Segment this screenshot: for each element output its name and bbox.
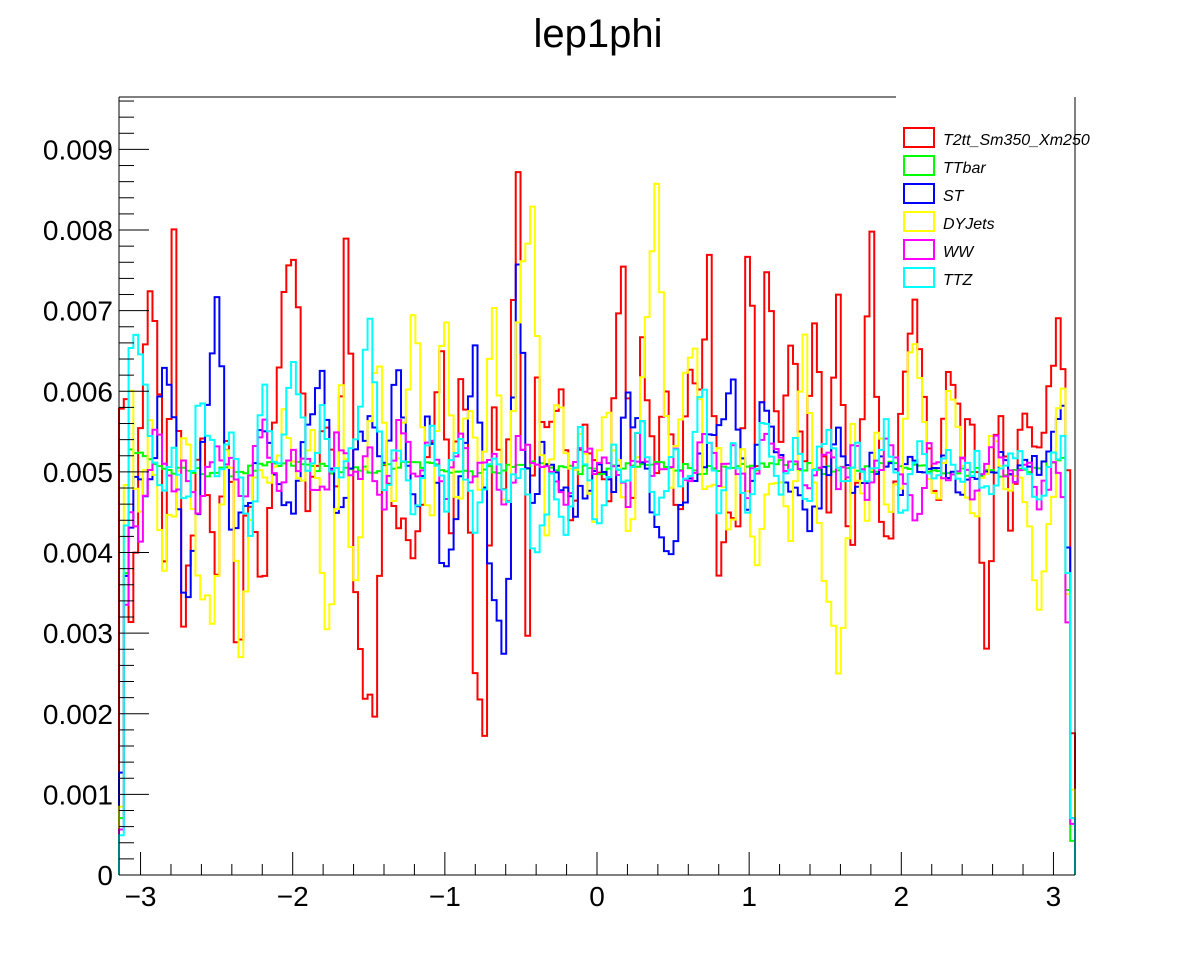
- series-line-dyjets: [118, 182, 1076, 875]
- x-tick-label: −3: [125, 881, 157, 912]
- legend-label-st: ST: [943, 188, 965, 205]
- x-tick-label: 0: [589, 881, 605, 912]
- legend-swatch-t2tt-sm350-xm250: [903, 127, 935, 148]
- series-layer: [118, 171, 1076, 875]
- y-tick-label: 0.005: [43, 457, 113, 488]
- y-tick-label: 0.006: [43, 376, 113, 407]
- x-tick-label: −2: [277, 881, 309, 912]
- x-tick-label: 3: [1046, 881, 1062, 912]
- x-tick-label: 2: [894, 881, 910, 912]
- legend-label-ww: WW: [943, 244, 975, 261]
- legend-swatch-ttbar: [903, 155, 935, 176]
- y-axis: 0 0.001 0.002 0.003 0.004 0.005 0.006 0.007 0.00…: [43, 100, 149, 891]
- legend-swatch-ww: [903, 239, 935, 260]
- y-tick-label: 0.009: [43, 134, 113, 165]
- plot-frame: [118, 96, 1076, 876]
- x-axis: −3 −2 −1 0 1 2 3: [125, 852, 1062, 912]
- y-tick-label: 0.001: [43, 779, 113, 810]
- y-tick-label: 0.008: [43, 215, 113, 246]
- legend-swatch-ttz: [903, 267, 935, 288]
- legend-label-dyjets: DYJets: [943, 216, 995, 233]
- legend-label-ttz: TTZ: [943, 272, 974, 289]
- chart-title: lep1phi: [533, 12, 662, 56]
- y-tick-label: 0.002: [43, 699, 113, 730]
- x-tick-label: 1: [741, 881, 757, 912]
- legend-label-ttbar: TTbar: [943, 160, 986, 177]
- series-line-ttz: [118, 317, 1076, 875]
- legend: T2tt_Sm350_Xm250 TTbar ST DYJets WW TTZ: [903, 127, 1090, 289]
- series-line-ww: [118, 418, 1076, 875]
- legend-label-t2tt-sm350-xm250: T2tt_Sm350_Xm250: [943, 132, 1090, 149]
- legend-swatch-st: [903, 183, 935, 204]
- y-tick-label: 0.004: [43, 538, 113, 569]
- legend-swatch-dyjets: [903, 211, 935, 232]
- y-tick-label: 0.003: [43, 618, 113, 649]
- y-tick-label: 0: [97, 860, 113, 891]
- plot-area: −3 −2 −1 0 1 2 3 0 0.001 0.002 0.003 0.004 0.005 0.0…: [43, 96, 1076, 912]
- y-tick-label: 0.007: [43, 296, 113, 327]
- x-tick-label: −1: [429, 881, 461, 912]
